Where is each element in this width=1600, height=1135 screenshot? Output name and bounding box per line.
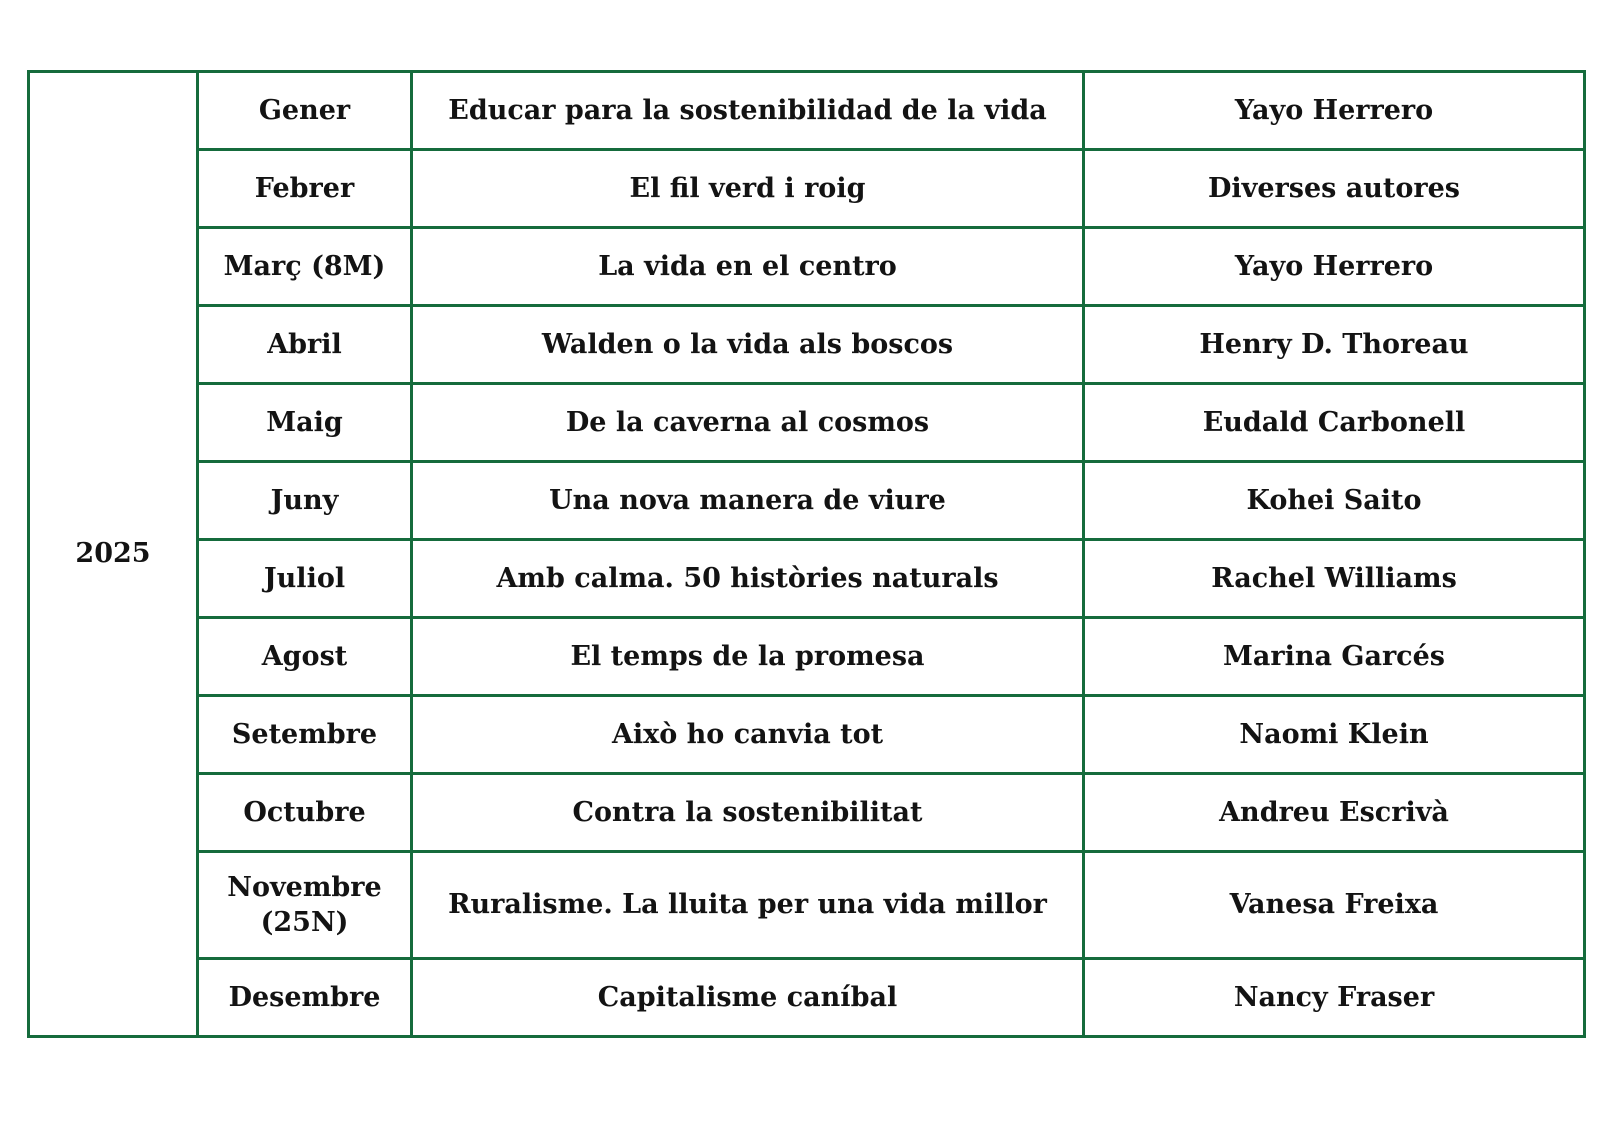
table-row: 2025 Gener Educar para la sostenibilidad… [27,70,1586,1038]
author-cell: Diverses autores [1082,148,1586,229]
author-cell: Yayo Herrero [1082,70,1586,151]
table-row: Abril Walden o la vida als boscos Henry … [29,304,1586,385]
book-title-cell: Ruralisme. La lluita per una vida millor [410,850,1085,960]
table-row: Juny Una nova manera de viure Kohei Sait… [29,460,1586,541]
table-row: Octubre Contra la sostenibilitat Andreu … [29,772,1586,853]
author-cell: Yayo Herrero [1082,226,1586,307]
author-cell: Vanesa Freixa [1082,850,1586,960]
month-cell: Juliol [196,538,413,619]
author-cell: Naomi Klein [1082,694,1586,775]
author-cell: Kohei Saito [1082,460,1586,541]
book-title-cell: Amb calma. 50 històries naturals [410,538,1085,619]
author-cell: Henry D. Thoreau [1082,304,1586,385]
book-title-cell: El fil verd i roig [410,148,1085,229]
author-cell: Rachel Williams [1082,538,1586,619]
month-cell: Febrer [196,148,413,229]
table-row: Novembre (25N) Ruralisme. La lluita per … [29,850,1586,960]
book-title-cell: Walden o la vida als boscos [410,304,1085,385]
month-cell: Agost [196,616,413,697]
table-row: Març (8M) La vida en el centro Yayo Herr… [29,226,1586,307]
table-row: Setembre Això ho canvia tot Naomi Klein [29,694,1586,775]
month-cell: Març (8M) [196,226,413,307]
table-row: Agost El temps de la promesa Marina Garc… [29,616,1586,697]
book-title-cell: De la caverna al cosmos [410,382,1085,463]
month-cell: Abril [196,304,413,385]
table-row: Maig De la caverna al cosmos Eudald Carb… [29,382,1586,463]
reading-calendar-body: 2025 Gener Educar para la sostenibilidad… [27,70,1586,1038]
book-title-cell: Capitalisme caníbal [410,957,1085,1038]
author-cell: Eudald Carbonell [1082,382,1586,463]
month-cell: Setembre [196,694,413,775]
table-row: Febrer El fil verd i roig Diverses autor… [29,148,1586,229]
month-cell: Juny [196,460,413,541]
book-title-cell: La vida en el centro [410,226,1085,307]
author-cell: Andreu Escrivà [1082,772,1586,853]
book-title-cell: El temps de la promesa [410,616,1085,697]
month-cell: Desembre [196,957,413,1038]
year-cell: 2025 [27,70,199,1038]
book-title-cell: Educar para la sostenibilidad de la vida [410,70,1085,151]
month-cell: Octubre [196,772,413,853]
month-cell: Maig [196,382,413,463]
month-cell: Gener [196,70,413,151]
month-cell: Novembre (25N) [196,850,413,960]
author-cell: Nancy Fraser [1082,957,1586,1038]
book-title-cell: Una nova manera de viure [410,460,1085,541]
book-title-cell: Contra la sostenibilitat [410,772,1085,853]
author-cell: Marina Garcés [1082,616,1586,697]
reading-calendar-table: 2025 Gener Educar para la sostenibilidad… [27,70,1586,1038]
table-row: Juliol Amb calma. 50 històries naturals … [29,538,1586,619]
book-title-cell: Això ho canvia tot [410,694,1085,775]
table-row: Desembre Capitalisme caníbal Nancy Frase… [29,957,1586,1038]
